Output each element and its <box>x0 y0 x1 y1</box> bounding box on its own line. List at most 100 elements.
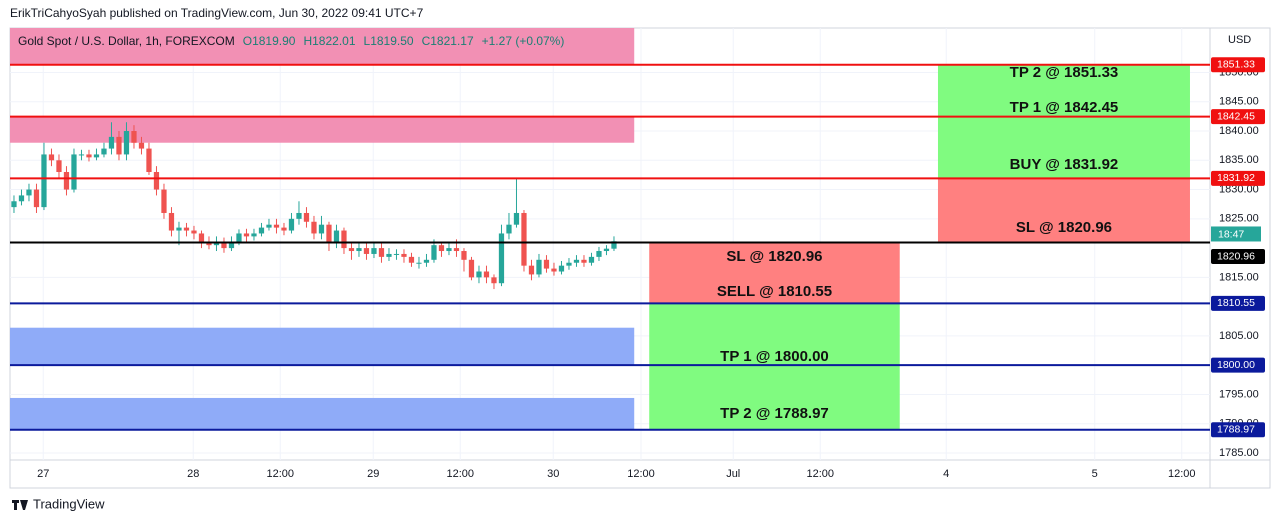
x-tick-label: 27 <box>37 468 49 480</box>
x-tick-label: 12:00 <box>266 468 294 480</box>
candle-body <box>528 265 535 275</box>
y-tick-label: 1795.00 <box>1219 388 1259 400</box>
x-tick-label: 30 <box>547 468 559 480</box>
box-label: TP 1 @ 1842.45 <box>1010 99 1119 116</box>
x-tick-label: 29 <box>367 468 379 480</box>
x-tick-label: Jul <box>726 468 740 480</box>
candle-body <box>161 189 167 213</box>
candle-body <box>221 242 227 249</box>
candle-body <box>326 224 332 243</box>
axis-unit: USD <box>1228 34 1251 46</box>
candle-body <box>566 262 572 266</box>
candle-body <box>11 201 17 208</box>
candle-body <box>596 251 602 257</box>
box-label: TP 1 @ 1800.00 <box>720 348 829 365</box>
price-tag-label: 1831.92 <box>1217 172 1255 184</box>
zone <box>10 28 635 65</box>
candle-body <box>18 195 25 202</box>
zone <box>937 64 1190 179</box>
price-tag <box>1211 357 1265 373</box>
candle-body <box>273 224 280 228</box>
candle-body <box>131 131 137 143</box>
candle-body <box>153 172 160 190</box>
candle-body <box>108 136 115 149</box>
zone <box>649 303 900 430</box>
candle-body <box>498 233 505 284</box>
y-tick-label: 1825.00 <box>1219 213 1259 225</box>
x-tick-label: 12:00 <box>1168 468 1196 480</box>
candle-body <box>476 271 482 278</box>
candle-body <box>408 256 415 263</box>
price-tag-label: 1788.97 <box>1217 424 1255 436</box>
candle-body <box>513 212 520 225</box>
candle-body <box>251 233 257 237</box>
legend-item: +1.27 (+0.07%) <box>482 34 565 48</box>
legend-item: C1821.17 <box>422 34 474 48</box>
candle-body <box>303 212 310 222</box>
candle-body <box>56 160 62 172</box>
candle-body <box>168 212 175 231</box>
candle-body <box>123 131 130 155</box>
candle-body <box>116 136 122 155</box>
price-tag-label: 1810.55 <box>1217 297 1255 309</box>
candle-body <box>401 253 407 257</box>
candle-body <box>611 241 617 249</box>
y-tick-label: 1805.00 <box>1219 330 1259 342</box>
candle-body <box>423 259 430 263</box>
candle-body <box>446 248 452 252</box>
x-tick-label: 12:00 <box>806 468 834 480</box>
candle-body <box>288 218 295 231</box>
x-tick-label: 12:00 <box>446 468 474 480</box>
box-label: SL @ 1820.96 <box>1016 219 1112 236</box>
candle-body <box>536 259 542 275</box>
candle-body <box>311 221 317 234</box>
zone <box>10 327 635 366</box>
candle-body <box>588 256 595 263</box>
candle-body <box>228 242 235 249</box>
box-label: SL @ 1820.96 <box>726 248 822 265</box>
legend-item: H1822.01 <box>303 34 355 48</box>
price-tag-label: 1851.33 <box>1217 58 1255 70</box>
candle-body <box>33 189 40 208</box>
symbol-legend: Gold Spot / U.S. Dollar, 1h, FOREXCOM O18… <box>18 34 564 48</box>
publisher: ErikTriCahyoSyah published on TradingVie… <box>10 6 424 20</box>
countdown-tag <box>1211 226 1261 242</box>
candle-body <box>318 224 325 234</box>
candle-body <box>333 230 340 243</box>
candle-body <box>461 251 467 260</box>
box-label: TP 2 @ 1788.97 <box>720 405 829 422</box>
candle-body <box>603 248 610 252</box>
candle-body <box>93 154 100 158</box>
y-tick-label: 1845.00 <box>1219 96 1259 108</box>
candle-body <box>281 227 287 231</box>
price-tag <box>1211 170 1265 186</box>
candle-body <box>468 259 475 278</box>
candle-body <box>363 248 370 254</box>
candle-body <box>356 248 362 252</box>
candle-body <box>78 154 85 156</box>
legend-item: O1819.90 <box>243 34 296 48</box>
candle-body <box>506 224 512 234</box>
candle-body <box>581 259 587 263</box>
candle-body <box>206 242 212 246</box>
candle-body <box>266 224 272 228</box>
candle-body <box>348 248 355 252</box>
price-tag <box>1211 295 1265 311</box>
candle-body <box>416 262 422 264</box>
price-tag <box>1211 248 1265 264</box>
y-tick-label: 1840.00 <box>1219 125 1259 137</box>
candle-body <box>296 212 302 219</box>
y-tick-label: 1785.00 <box>1219 447 1259 459</box>
frame <box>9 27 1271 489</box>
candle-body <box>393 253 400 255</box>
footer-brand: TradingView <box>33 496 105 511</box>
price-tag <box>1211 109 1265 125</box>
zone <box>937 178 1190 243</box>
candle-body <box>41 154 47 208</box>
candle-body <box>63 172 70 190</box>
candle-body <box>431 245 437 260</box>
candle-body <box>86 154 92 158</box>
x-tick-label: 5 <box>1092 468 1098 480</box>
candle-body <box>101 148 107 155</box>
